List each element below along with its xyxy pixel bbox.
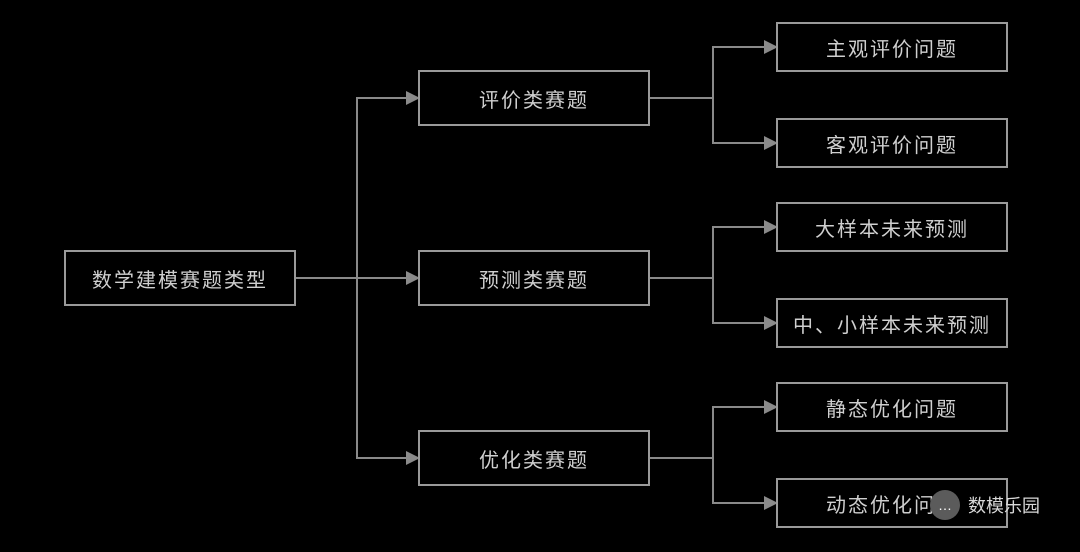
edge [296, 98, 418, 278]
level1-node-optim: 优化类赛题 [418, 430, 650, 486]
edge [650, 98, 776, 143]
edge [650, 278, 776, 323]
level2-node-0: 主观评价问题 [776, 22, 1008, 72]
edge [650, 227, 776, 278]
watermark-text: 数模乐园 [968, 492, 1040, 518]
level2-node-2: 大样本未来预测 [776, 202, 1008, 252]
edge [650, 407, 776, 458]
watermark-glyph: … [938, 497, 952, 513]
watermark: … 数模乐园 [930, 490, 1040, 520]
edge [650, 458, 776, 503]
level1-node-predict: 预测类赛题 [418, 250, 650, 306]
root-node: 数学建模赛题类型 [64, 250, 296, 306]
level2-node-4: 静态优化问题 [776, 382, 1008, 432]
level2-node-3: 中、小样本未来预测 [776, 298, 1008, 348]
level1-node-eval: 评价类赛题 [418, 70, 650, 126]
edge [650, 47, 776, 98]
diagram-canvas: 数学建模赛题类型 评价类赛题预测类赛题优化类赛题 主观评价问题客观评价问题大样本未来… [0, 0, 1080, 552]
edge [296, 278, 418, 458]
level2-node-1: 客观评价问题 [776, 118, 1008, 168]
watermark-icon: … [930, 490, 960, 520]
